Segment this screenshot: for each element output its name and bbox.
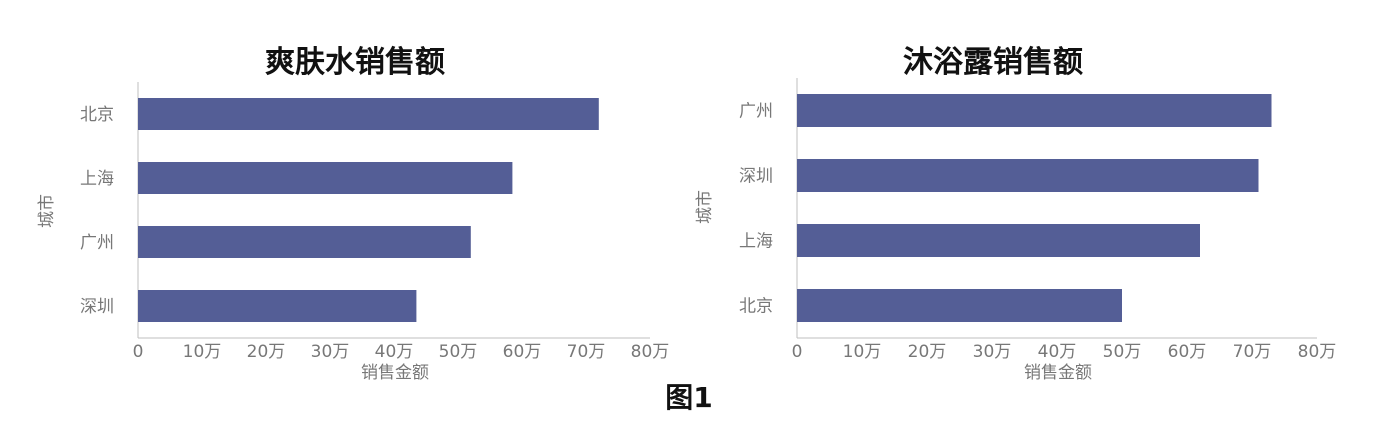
category-label: 北京 — [80, 105, 114, 125]
x-tick-label: 40万 — [375, 342, 414, 362]
x-tick-label: 10万 — [183, 342, 222, 362]
bar-3 — [797, 224, 1200, 257]
category-label: 上海 — [80, 169, 114, 189]
category-label: 广州 — [80, 233, 114, 253]
figure-caption: 图1 — [665, 381, 712, 414]
bar-3 — [138, 226, 471, 258]
x-tick-label: 70万 — [567, 342, 606, 362]
bar-4 — [138, 290, 417, 322]
x-tick-label: 80万 — [1298, 342, 1337, 362]
bar-1 — [138, 98, 599, 130]
category-label: 广州 — [739, 102, 773, 122]
x-tick-label: 30万 — [311, 342, 350, 362]
x-tick-label: 10万 — [843, 342, 882, 362]
x-tick-label: 50万 — [439, 342, 478, 362]
x-tick-label: 60万 — [503, 342, 542, 362]
chart-title: 沐浴露销售额 — [903, 45, 1083, 80]
x-axis-label: 销售金额 — [361, 363, 429, 383]
y-axis-label: 城市 — [37, 194, 57, 228]
y-axis-label: 城市 — [695, 190, 715, 224]
bar-2 — [797, 159, 1259, 192]
x-tick-label: 0 — [133, 342, 144, 362]
bar-1 — [797, 94, 1272, 127]
x-axis-label: 销售金额 — [1024, 363, 1092, 383]
category-label: 深圳 — [739, 167, 773, 187]
x-tick-label: 50万 — [1103, 342, 1142, 362]
x-tick-label: 80万 — [631, 342, 670, 362]
x-tick-label: 20万 — [908, 342, 947, 362]
category-label: 北京 — [739, 297, 773, 317]
x-tick-label: 30万 — [973, 342, 1012, 362]
category-label: 上海 — [739, 232, 773, 252]
x-tick-label: 70万 — [1233, 342, 1272, 362]
x-tick-label: 60万 — [1168, 342, 1207, 362]
bar-2 — [138, 162, 513, 194]
bar-4 — [797, 289, 1122, 322]
x-tick-label: 0 — [792, 342, 803, 362]
x-tick-label: 40万 — [1038, 342, 1077, 362]
x-tick-label: 20万 — [247, 342, 286, 362]
chart-title: 爽肤水销售额 — [265, 45, 445, 80]
category-label: 深圳 — [80, 297, 114, 317]
